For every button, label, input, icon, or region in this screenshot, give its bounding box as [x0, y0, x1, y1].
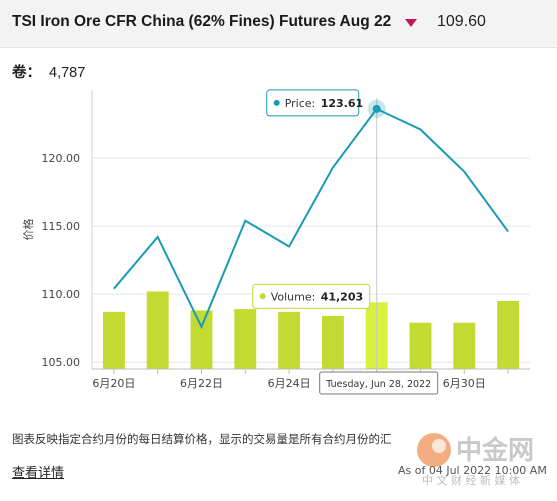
- volume-bar: [234, 309, 257, 369]
- x-tick-label: 6月20日: [92, 377, 135, 390]
- last-price: 109.60: [437, 13, 486, 30]
- volume-label: 卷：: [12, 65, 41, 81]
- volume-tooltip-dot: [259, 293, 266, 300]
- x-tick-label: 6月22日: [180, 377, 223, 390]
- volume-tooltip: [252, 283, 371, 309]
- view-details-link[interactable]: 查看详情: [12, 466, 65, 481]
- volume-bar: [497, 300, 520, 369]
- price-volume-chart[interactable]: 105.00 110.00 115.00 120.00 价格 6月20日 6月22日 6月24…: [0, 80, 557, 410]
- watermark-text: 中金网: [456, 435, 534, 466]
- contract-title: TSI Iron Ore CFR China (62% Fines) Futur…: [12, 13, 392, 30]
- x-tick-label: 6月30日: [443, 377, 486, 390]
- quote-header: TSI Iron Ore CFR China (62% Fines) Futur…: [0, 0, 557, 48]
- price-tooltip-label: Price:: [285, 97, 316, 110]
- as-of-timestamp: As of 04 Jul 2022 10:00 AM: [398, 464, 547, 477]
- y-tick-label: 105.00: [42, 356, 81, 369]
- date-tooltip-text: Tuesday, Jun 28, 2022: [325, 379, 431, 390]
- volume-tooltip-label: Volume:: [271, 290, 316, 303]
- price-tooltip: [266, 89, 360, 117]
- price-tooltip-value: 123.61: [321, 97, 363, 110]
- x-tick-label: 6月24日: [268, 377, 311, 390]
- volume-bar: [146, 291, 169, 369]
- volume-bar: [409, 322, 432, 369]
- volume-summary: 卷： 4,787: [12, 61, 85, 82]
- down-arrow-icon: [405, 19, 417, 27]
- y-axis-label: 价格: [21, 219, 35, 241]
- y-tick-label: 110.00: [42, 288, 81, 301]
- price-line: [113, 107, 509, 330]
- watermark-subtext: 中 文 财 经 新 媒 体: [422, 473, 520, 487]
- volume-bar: [190, 310, 213, 369]
- price-point: [372, 104, 381, 113]
- y-tick-label: 115.00: [42, 220, 81, 233]
- volume-bar: [278, 311, 301, 369]
- volume-bar: [102, 311, 125, 369]
- volume-bar: [453, 322, 476, 369]
- price-tooltip-dot: [273, 99, 280, 106]
- volume-tooltip-value: 41,203: [321, 290, 363, 303]
- y-tick-label: 120.00: [42, 152, 81, 165]
- watermark-logo: 中金网 中 文 财 经 新 媒 体: [417, 433, 534, 487]
- volume-value: 4,787: [49, 65, 86, 81]
- chart-footnote: 图表反映指定合约月份的每日结算价格，显示的交易量是所有合约月份的汇: [12, 432, 392, 446]
- date-tooltip: [319, 371, 439, 395]
- volume-bar: [321, 315, 344, 369]
